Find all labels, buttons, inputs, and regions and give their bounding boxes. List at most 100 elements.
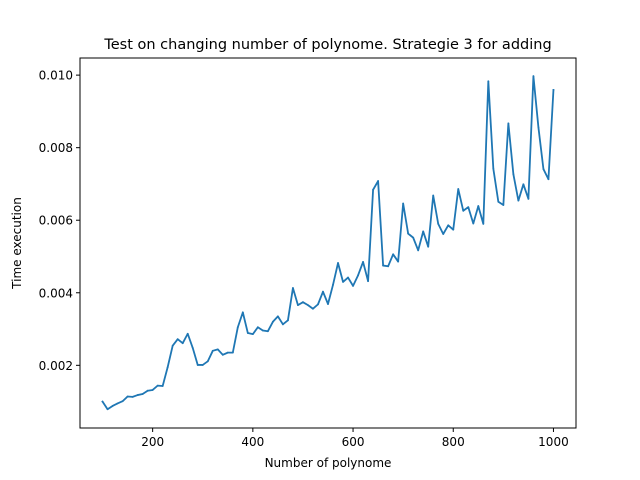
data-point xyxy=(397,260,400,263)
data-point xyxy=(156,384,159,387)
data-point xyxy=(532,75,535,78)
data-point xyxy=(216,348,219,351)
data-point xyxy=(171,344,174,347)
data-point xyxy=(231,351,234,354)
data-point xyxy=(497,200,500,203)
data-point xyxy=(347,276,349,279)
data-point xyxy=(261,329,264,332)
data-point xyxy=(442,233,445,235)
data-point xyxy=(266,330,269,333)
data-point xyxy=(161,385,164,387)
y-tick-label: 0.008 xyxy=(39,141,73,155)
x-tick-label: 200 xyxy=(141,435,164,449)
x-axis: 200 400 600 800 1000 xyxy=(141,428,569,449)
data-point xyxy=(256,326,259,329)
data-point xyxy=(447,224,450,227)
data-point xyxy=(402,202,405,205)
y-tick-label: 0.004 xyxy=(39,286,73,300)
data-point xyxy=(492,167,495,170)
data-point xyxy=(417,249,420,252)
data-point xyxy=(287,319,289,322)
data-point xyxy=(327,303,329,305)
data-point xyxy=(146,389,149,392)
data-point xyxy=(332,283,334,286)
data-point xyxy=(367,280,369,283)
data-point xyxy=(236,326,239,329)
data-point xyxy=(542,168,545,170)
data-point xyxy=(271,320,274,323)
data-point xyxy=(527,197,530,200)
data-point xyxy=(537,126,540,129)
data-point xyxy=(357,274,359,277)
data-point xyxy=(106,408,109,411)
data-point xyxy=(437,222,440,225)
y-axis: 0.002 0.004 0.006 0.008 0.010 xyxy=(39,69,80,373)
data-point xyxy=(136,394,139,396)
data-point xyxy=(131,395,134,398)
data-point xyxy=(297,304,299,306)
data-point xyxy=(352,284,354,287)
data-point xyxy=(467,206,470,209)
x-axis-label: Number of polynome xyxy=(265,456,392,470)
data-point xyxy=(502,204,505,206)
x-tick-label: 600 xyxy=(342,435,365,449)
data-point xyxy=(166,366,169,369)
data-point xyxy=(507,122,510,125)
data-point xyxy=(246,332,249,334)
data-point xyxy=(191,347,194,349)
data-point xyxy=(221,353,224,356)
data-point xyxy=(282,323,284,326)
data-point xyxy=(116,402,119,405)
data-point xyxy=(372,188,374,191)
data-point xyxy=(196,364,199,366)
x-tick-label: 1000 xyxy=(538,435,569,449)
data-point xyxy=(427,245,430,248)
data-point xyxy=(241,311,244,314)
data-point xyxy=(206,360,209,363)
y-tick-label: 0.010 xyxy=(39,69,73,83)
data-point xyxy=(452,228,455,231)
data-point xyxy=(422,230,425,233)
data-point xyxy=(181,342,184,345)
data-point xyxy=(251,333,254,336)
axes-frame xyxy=(79,57,577,429)
data-point xyxy=(277,315,279,318)
data-point xyxy=(111,405,114,407)
data-point xyxy=(482,222,485,225)
plot-background xyxy=(80,58,576,428)
data-point xyxy=(201,364,204,366)
data-point xyxy=(186,332,189,335)
data-point xyxy=(302,301,304,304)
plot-area xyxy=(79,57,577,429)
data-point xyxy=(211,349,214,352)
data-point xyxy=(121,400,124,403)
data-point xyxy=(412,236,415,239)
data-point xyxy=(552,89,555,91)
y-tick-label: 0.006 xyxy=(39,214,73,228)
data-point xyxy=(141,393,144,395)
data-point xyxy=(477,205,480,207)
data-point xyxy=(292,287,294,289)
data-points xyxy=(101,75,555,411)
data-point xyxy=(457,188,460,190)
data-point xyxy=(337,262,339,264)
data-point xyxy=(176,338,179,341)
data-point xyxy=(317,303,319,306)
data-point xyxy=(226,351,229,354)
data-point xyxy=(307,304,309,306)
data-point xyxy=(487,80,490,83)
data-point xyxy=(362,261,364,263)
data-point xyxy=(522,183,525,186)
data-point xyxy=(462,209,465,212)
data-point xyxy=(126,395,129,398)
data-point xyxy=(342,280,344,283)
data-point xyxy=(382,264,385,267)
data-point xyxy=(517,199,520,202)
data-point xyxy=(547,178,550,181)
data-point xyxy=(387,265,390,268)
y-tick-label: 0.002 xyxy=(39,359,73,373)
data-point xyxy=(512,173,515,176)
data-point xyxy=(377,180,379,182)
data-point xyxy=(322,290,324,293)
data-point xyxy=(472,222,475,225)
